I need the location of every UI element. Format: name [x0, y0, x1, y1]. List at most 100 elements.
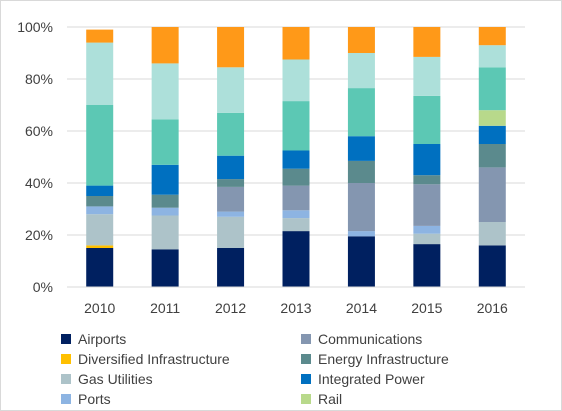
legend-swatch [61, 393, 71, 404]
bar-segment [217, 27, 245, 68]
x-tick-label: 2010 [84, 300, 115, 316]
legend-label: Communications [318, 330, 423, 347]
bar-segment [413, 225, 441, 234]
bar-segment [282, 231, 310, 287]
bar-segment [347, 27, 375, 53]
bar-segment [347, 136, 375, 161]
x-tick-label: 2013 [280, 300, 311, 316]
bar-segment [478, 45, 506, 68]
bar-segment [151, 164, 179, 195]
bar-segment [347, 236, 375, 287]
bar-segment [478, 125, 506, 144]
legend-label: Energy Infrastructure [318, 350, 449, 367]
bar-segment [217, 67, 245, 113]
bar-segment [478, 222, 506, 246]
bar-segment [151, 249, 179, 287]
bar-segment [217, 112, 245, 156]
bar-segment [217, 186, 245, 212]
y-tick-label: 40% [25, 175, 53, 191]
x-tick-label: 2015 [411, 300, 442, 316]
bar-segment [478, 27, 506, 46]
bar-segment [151, 119, 179, 165]
bar-segment [86, 29, 114, 43]
bar-segment [478, 110, 506, 126]
bar-segment [86, 206, 114, 215]
legend-swatch [61, 373, 71, 384]
legend-item: Ports [61, 389, 301, 408]
legend-swatch [61, 353, 71, 364]
legend-item: Communications [301, 329, 541, 348]
bar-segment [217, 248, 245, 287]
chart-legend: Airports Communications Diversified Infras… [61, 329, 541, 408]
bar-segment [347, 53, 375, 89]
bar-segment [413, 144, 441, 176]
bar-segment [347, 88, 375, 137]
bar-segment [282, 27, 310, 60]
bar-segment [347, 183, 375, 232]
bar-segment [86, 214, 114, 246]
bar-segment [217, 155, 245, 180]
y-tick-label: 100% [17, 19, 53, 35]
legend-label: Rail [318, 390, 343, 407]
legend-label: Integrated Power [318, 370, 425, 387]
bar-segment [151, 63, 179, 120]
bar-segment [413, 184, 441, 226]
x-tick-label: 2012 [215, 300, 246, 316]
bar-segment [413, 233, 441, 245]
legend-swatch [301, 393, 311, 404]
legend-item: Energy Infrastructure [301, 349, 541, 368]
legend-item: Diversified Infrastructure [61, 349, 301, 368]
bar-segment [217, 211, 245, 217]
bar-segment [282, 210, 310, 219]
y-tick-label: 20% [25, 227, 53, 243]
legend-label: Airports [78, 330, 127, 347]
legend-item: Rail [301, 389, 541, 408]
x-tick-label: 2011 [150, 300, 180, 316]
bar-segment [151, 27, 179, 64]
x-tick-label: 2016 [477, 300, 508, 316]
legend-item: Integrated Power [301, 369, 541, 388]
bar-segment [151, 215, 179, 250]
legend-label: Diversified Infrastructure [78, 350, 230, 367]
bar-segment [151, 194, 179, 208]
legend-swatch [301, 353, 311, 364]
bar-segment [282, 150, 310, 169]
bar-segment [151, 207, 179, 216]
y-tick-label: 80% [25, 71, 53, 87]
x-tick-label: 2014 [346, 300, 377, 316]
legend-label: Gas Utilities [78, 370, 153, 387]
bar-segment [478, 67, 506, 111]
bar-segment [282, 101, 310, 151]
bar-segment [86, 196, 114, 207]
bar-segment [413, 95, 441, 144]
legend-swatch [61, 333, 71, 344]
bar-segment [86, 248, 114, 287]
legend-label: Ports [78, 390, 111, 407]
legend-item: Airports [61, 329, 301, 348]
bar-segment [478, 167, 506, 222]
bar-segment [347, 231, 375, 237]
legend-swatch [301, 373, 311, 384]
bar-segment [86, 185, 114, 196]
bar-segment [282, 59, 310, 102]
bar-segment [347, 160, 375, 183]
bar-segment [413, 175, 441, 185]
stacked-bar-chart: 0% 20% 40% 60% 80% 100% 2010 2011 2012 2013 2014 20… [17, 19, 525, 316]
bar-segment [478, 144, 506, 168]
bar-segment [413, 244, 441, 287]
bar-segment [413, 27, 441, 57]
bar-segment [282, 218, 310, 232]
bar-segment [86, 245, 114, 248]
bar-segment [282, 168, 310, 186]
bar-segment [478, 245, 506, 287]
bar-segment [86, 42, 114, 105]
bar-segment [217, 179, 245, 187]
legend-swatch [301, 333, 311, 344]
y-tick-label: 60% [25, 123, 53, 139]
bar-segment [282, 185, 310, 211]
bar-segment [413, 56, 441, 96]
bar-segment [217, 216, 245, 248]
legend-item: Gas Utilities [61, 369, 301, 388]
bar-segment [86, 105, 114, 186]
